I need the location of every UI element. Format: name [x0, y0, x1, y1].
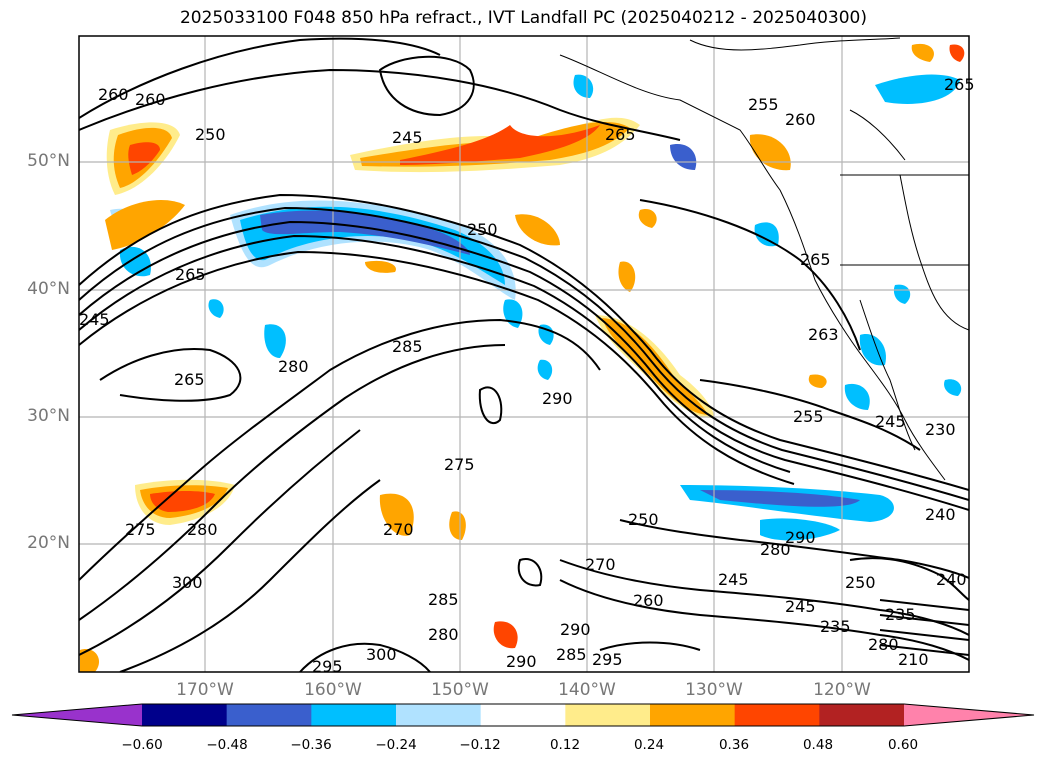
colorbar-tick: −0.60	[121, 737, 163, 753]
contour-label: 260	[785, 110, 816, 129]
colorbar-tick: −0.12	[459, 737, 501, 753]
colorbar-segment	[650, 704, 736, 726]
colorbar-tick: 0.12	[549, 737, 581, 753]
contour-label: 285	[428, 590, 459, 609]
lon-label-150w: 150°W	[431, 680, 489, 700]
contour-label: 285	[392, 337, 423, 356]
contour-label: 260	[135, 90, 166, 109]
colorbar-tick: 0.36	[718, 737, 750, 753]
contour-label: 245	[79, 310, 110, 329]
contour-lines	[79, 37, 969, 672]
colorbar-tick: −0.24	[375, 737, 417, 753]
contour-label: 235	[820, 617, 851, 636]
contour-label: 280	[187, 520, 218, 539]
contour-label: 265	[174, 370, 205, 389]
coastlines	[559, 37, 969, 481]
colorbar-segment	[396, 704, 482, 726]
lon-label-130w: 130°W	[685, 680, 743, 700]
contour-label: 255	[793, 407, 824, 426]
contour-label: 295	[312, 657, 343, 676]
contour-label: 263	[808, 325, 839, 344]
lat-label-30n: 30°N	[27, 406, 70, 426]
colorbar-segment	[480, 704, 566, 726]
contour-label: 270	[585, 555, 616, 574]
contour-label: 280	[868, 635, 899, 654]
colorbar-segment	[142, 704, 228, 726]
contour-label: 240	[925, 505, 956, 524]
contour-label-layer: 260 260 250 245 265 255 260 265 250 265 …	[79, 75, 975, 676]
lon-label-170w: 170°W	[176, 680, 234, 700]
colorbar-segment	[734, 704, 820, 726]
colorbar-tick: −0.36	[290, 737, 332, 753]
colorbar-extension-high	[904, 704, 1034, 726]
contour-label: 275	[125, 520, 156, 539]
colorbar-tick: 0.48	[802, 737, 834, 753]
contour-label: 290	[560, 620, 591, 639]
contour-label: 280	[278, 357, 309, 376]
contour-label: 245	[785, 597, 816, 616]
contour-label: 295	[592, 650, 623, 669]
contour-label: 245	[392, 128, 423, 147]
contour-label: 250	[845, 573, 876, 592]
contour-label: 270	[383, 520, 414, 539]
lon-label-140w: 140°W	[558, 680, 616, 700]
lat-label-50n: 50°N	[27, 151, 70, 171]
contour-label: 230	[925, 420, 956, 439]
contour-label: 250	[195, 125, 226, 144]
contour-label: 235	[885, 605, 916, 624]
contour-label: 250	[628, 510, 659, 529]
contour-label: 245	[875, 412, 906, 431]
contour-label: 280	[428, 625, 459, 644]
colorbar-segment	[819, 704, 905, 726]
contour-label: 240	[936, 570, 967, 589]
colorbar	[11, 703, 1035, 727]
contour-label: 255	[748, 95, 779, 114]
contour-label: 260	[98, 85, 129, 104]
contour-label: 260	[633, 591, 664, 610]
contour-label: 275	[444, 455, 475, 474]
contour-label: 285	[556, 645, 587, 664]
contour-label: 290	[542, 389, 573, 408]
colorbar-outline	[11, 703, 1035, 727]
map-border	[78, 35, 970, 673]
colorbar-tick: 0.24	[633, 737, 665, 753]
lat-label-20n: 20°N	[27, 533, 70, 553]
map-content	[79, 36, 969, 672]
contour-label: 290	[506, 652, 537, 671]
contour-label: 245	[718, 570, 749, 589]
contour-label: 265	[605, 125, 636, 144]
contour-label: 210	[898, 650, 929, 669]
lon-label-160w: 160°W	[304, 680, 362, 700]
contour-label: 265	[175, 265, 206, 284]
map-title: 2025033100 F048 850 hPa refract., IVT La…	[179, 8, 867, 28]
colorbar-tick: −0.48	[206, 737, 248, 753]
lat-label-40n: 40°N	[27, 279, 70, 299]
contour-label: 280	[760, 540, 791, 559]
contour-label: 300	[366, 645, 397, 664]
colorbar-segment	[565, 704, 651, 726]
contour-label: 265	[944, 75, 975, 94]
colorbar-tick: 0.60	[887, 737, 919, 753]
contour-label: 265	[800, 250, 831, 269]
colorbar-segment	[226, 704, 312, 726]
contour-label: 250	[467, 220, 498, 239]
contour-label: 290	[785, 528, 816, 547]
contour-label: 300	[172, 573, 203, 592]
lon-label-120w: 120°W	[813, 680, 871, 700]
colorbar-segment	[311, 704, 397, 726]
colorbar-extension-low	[12, 704, 142, 726]
